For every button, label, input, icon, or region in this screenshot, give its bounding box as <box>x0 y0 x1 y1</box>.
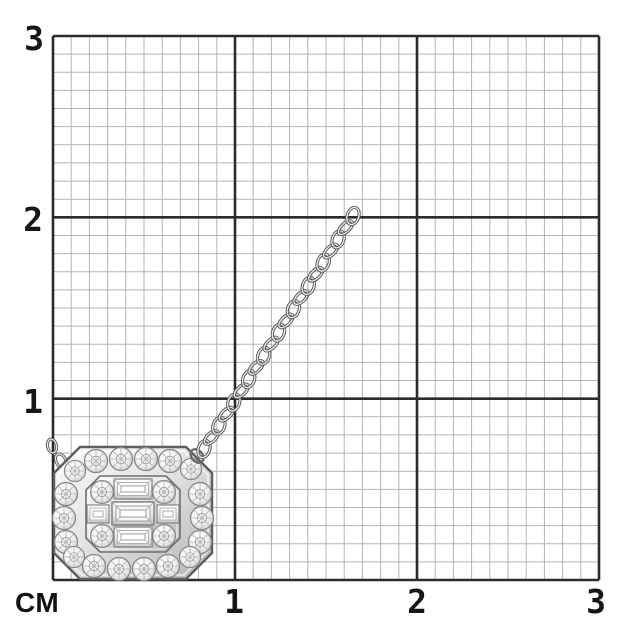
baguette-middle <box>111 501 155 526</box>
halo-diamond <box>83 448 109 474</box>
baguette-top <box>113 478 153 500</box>
baguette-right <box>156 504 180 524</box>
unit-label: СМ <box>15 587 59 618</box>
y-axis-tick-1: 1 <box>23 382 43 421</box>
halo-diamond <box>133 446 159 472</box>
chain-links <box>196 205 361 460</box>
halo-diamond <box>157 448 183 474</box>
cluster-diamond <box>151 479 177 505</box>
chain-link <box>315 252 331 273</box>
chain-link <box>262 335 280 353</box>
halo-diamond <box>63 459 87 483</box>
chain-link <box>336 219 355 237</box>
chain <box>196 205 361 460</box>
chain-link <box>345 205 361 227</box>
halo-diamond <box>81 553 107 579</box>
halo-diamond <box>131 556 157 582</box>
halo-diamond <box>53 481 79 507</box>
grid-minor-lines <box>53 36 599 580</box>
chain-link <box>217 405 235 423</box>
chain-link <box>202 428 221 446</box>
x-axis-tick-1: 1 <box>224 582 244 621</box>
halo-diamond <box>187 481 213 507</box>
chain-link <box>277 312 295 330</box>
cluster-diamond <box>89 479 115 505</box>
bail-loop <box>189 448 205 464</box>
pendant-photo <box>45 437 215 582</box>
halo-diamond <box>178 545 202 569</box>
chain-link <box>240 368 257 390</box>
baguette-cluster <box>86 478 180 548</box>
halo-diamond <box>51 505 77 531</box>
chain-link <box>285 299 302 320</box>
baguette-left <box>86 504 110 524</box>
chain-link <box>292 289 310 306</box>
halo-diamond <box>189 505 215 531</box>
halo-diamond <box>106 556 132 582</box>
cluster-diamond <box>151 523 177 549</box>
halo-diamond <box>62 545 86 569</box>
chain-link <box>270 322 287 343</box>
chain-link <box>211 415 227 436</box>
halo-diamond <box>108 446 134 472</box>
chain-link <box>226 392 242 413</box>
y-axis-tick-2: 2 <box>23 200 43 239</box>
chain-link <box>255 345 272 366</box>
chain-link <box>196 438 212 460</box>
chain-link <box>300 275 317 297</box>
baguette-bottom <box>113 526 153 548</box>
cluster-diamond <box>89 523 115 549</box>
chain-link <box>247 358 265 376</box>
chain-link <box>232 382 250 400</box>
chain-link <box>321 242 340 260</box>
chain-link <box>330 229 346 250</box>
measurement-grid <box>51 34 601 582</box>
halo-diamond <box>155 553 181 579</box>
x-axis-tick-2: 2 <box>407 582 427 621</box>
axis-labels: 3 2 1 1 2 3 СМ <box>15 19 606 621</box>
y-axis-tick-3: 3 <box>24 19 44 58</box>
chain-link <box>45 437 59 455</box>
x-axis-tick-3: 3 <box>586 582 606 621</box>
chain-link <box>307 265 325 283</box>
